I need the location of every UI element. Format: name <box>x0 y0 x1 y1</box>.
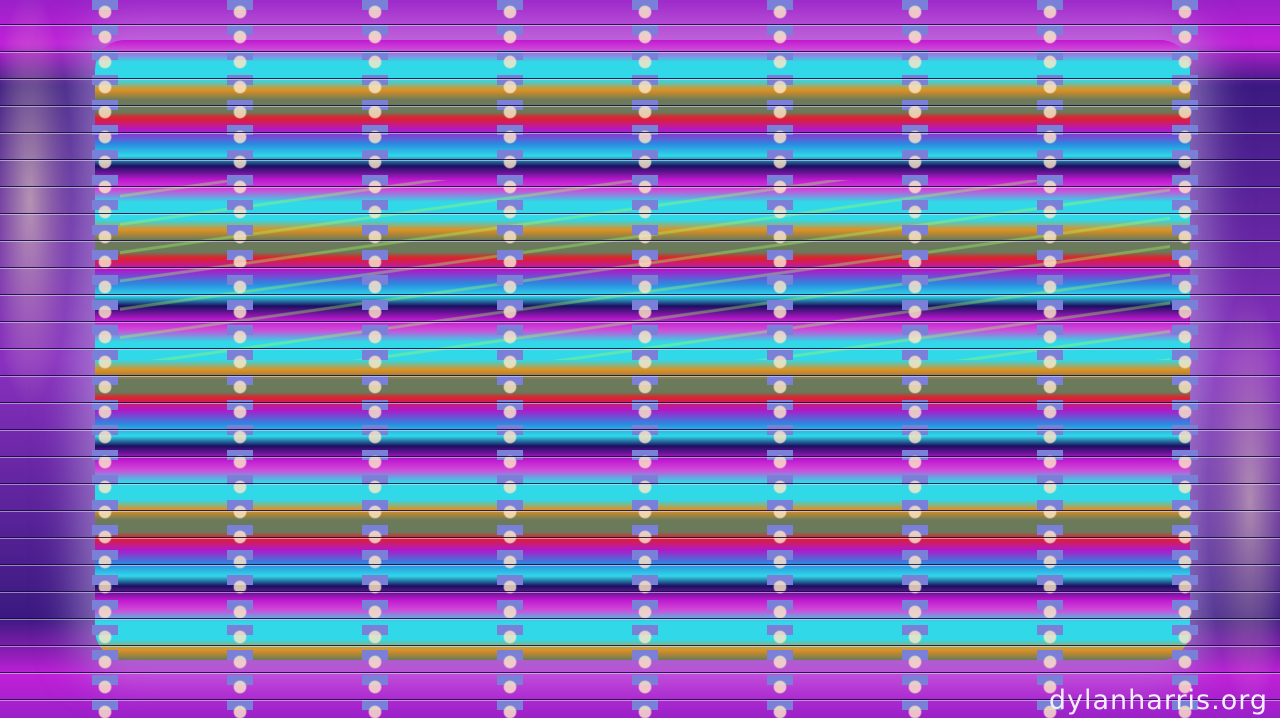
watermark: dylanharris.org <box>1048 685 1268 716</box>
